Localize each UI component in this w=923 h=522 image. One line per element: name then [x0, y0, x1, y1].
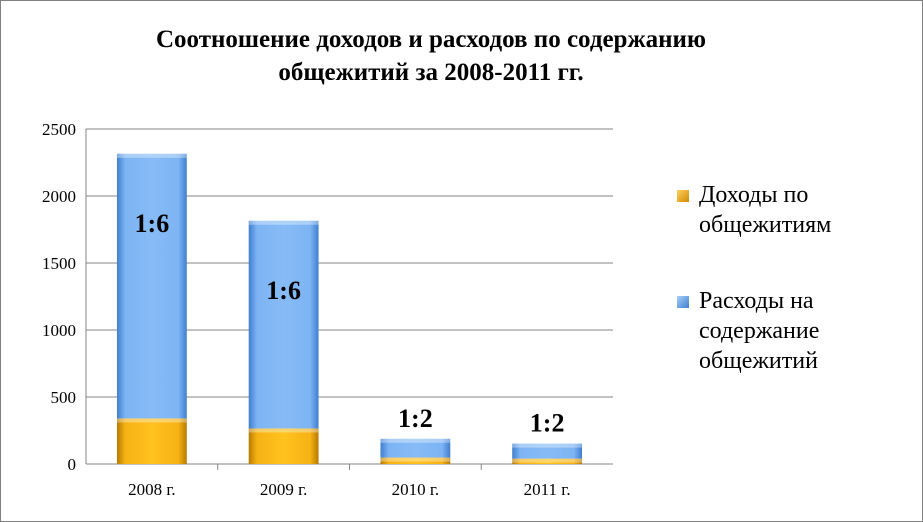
ratio-label: 1:6	[135, 209, 170, 238]
bar-segment	[116, 153, 187, 419]
bar-segment	[512, 458, 583, 464]
legend-item-expenses: Расходы на содержание общежитий	[677, 286, 917, 376]
y-tick-label: 0	[68, 455, 77, 474]
y-tick-label: 2000	[42, 187, 76, 206]
x-tick-label: 2011 г.	[524, 480, 571, 499]
legend: Доходы по общежитиям Расходы на содержан…	[677, 180, 917, 376]
bars	[116, 153, 583, 464]
chart-title-line-2: общежитий за 2008-2011 гг.	[278, 59, 584, 86]
legend-label-line: Расходы на	[699, 288, 814, 314]
x-tick-label: 2010 г.	[392, 480, 440, 499]
legend-label-line: общежитиям	[699, 212, 832, 238]
chart-title: Соотношение доходов и расходов по содерж…	[61, 23, 801, 89]
bar-segment-highlight	[116, 418, 187, 423]
bar-segment	[380, 438, 451, 458]
chart-title-line-1: Соотношение доходов и расходов по содерж…	[155, 26, 707, 53]
bar-segment	[116, 418, 187, 464]
labels: 0 500 1000 1500 2000 2500 2008 г. 1:6 2009 г. 1:6…	[42, 120, 571, 499]
bar-segment-highlight	[512, 458, 583, 463]
legend-label-line: содержание	[699, 318, 820, 344]
bar-segment-highlight	[512, 443, 583, 448]
bar-segment-highlight	[248, 220, 319, 225]
bar-segment	[248, 220, 319, 429]
bar-segment	[512, 443, 583, 459]
legend-swatch-income	[677, 190, 689, 202]
bar-segment	[380, 457, 451, 464]
bar-segment-highlight	[248, 428, 319, 433]
legend-label-line: Доходы по	[699, 182, 809, 208]
bar-segment-highlight	[380, 457, 451, 462]
ratio-label: 1:6	[266, 276, 301, 305]
bar-segment	[248, 428, 319, 464]
y-tick-label: 1500	[42, 254, 76, 273]
legend-swatch-expenses	[677, 296, 689, 308]
bar-segment-highlight	[380, 438, 451, 443]
y-tick-label: 2500	[42, 120, 76, 139]
y-tick-label: 500	[51, 388, 77, 407]
ratio-label: 1:2	[530, 409, 565, 438]
ratio-label: 1:2	[398, 404, 433, 433]
legend-label-line: общежитий	[699, 348, 818, 374]
x-tick-label: 2008 г.	[128, 480, 176, 499]
y-tick-label: 1000	[42, 321, 76, 340]
legend-item-income: Доходы по общежитиям	[677, 180, 917, 240]
x-tick-label: 2009 г.	[260, 480, 308, 499]
bar-segment-highlight	[116, 153, 187, 158]
